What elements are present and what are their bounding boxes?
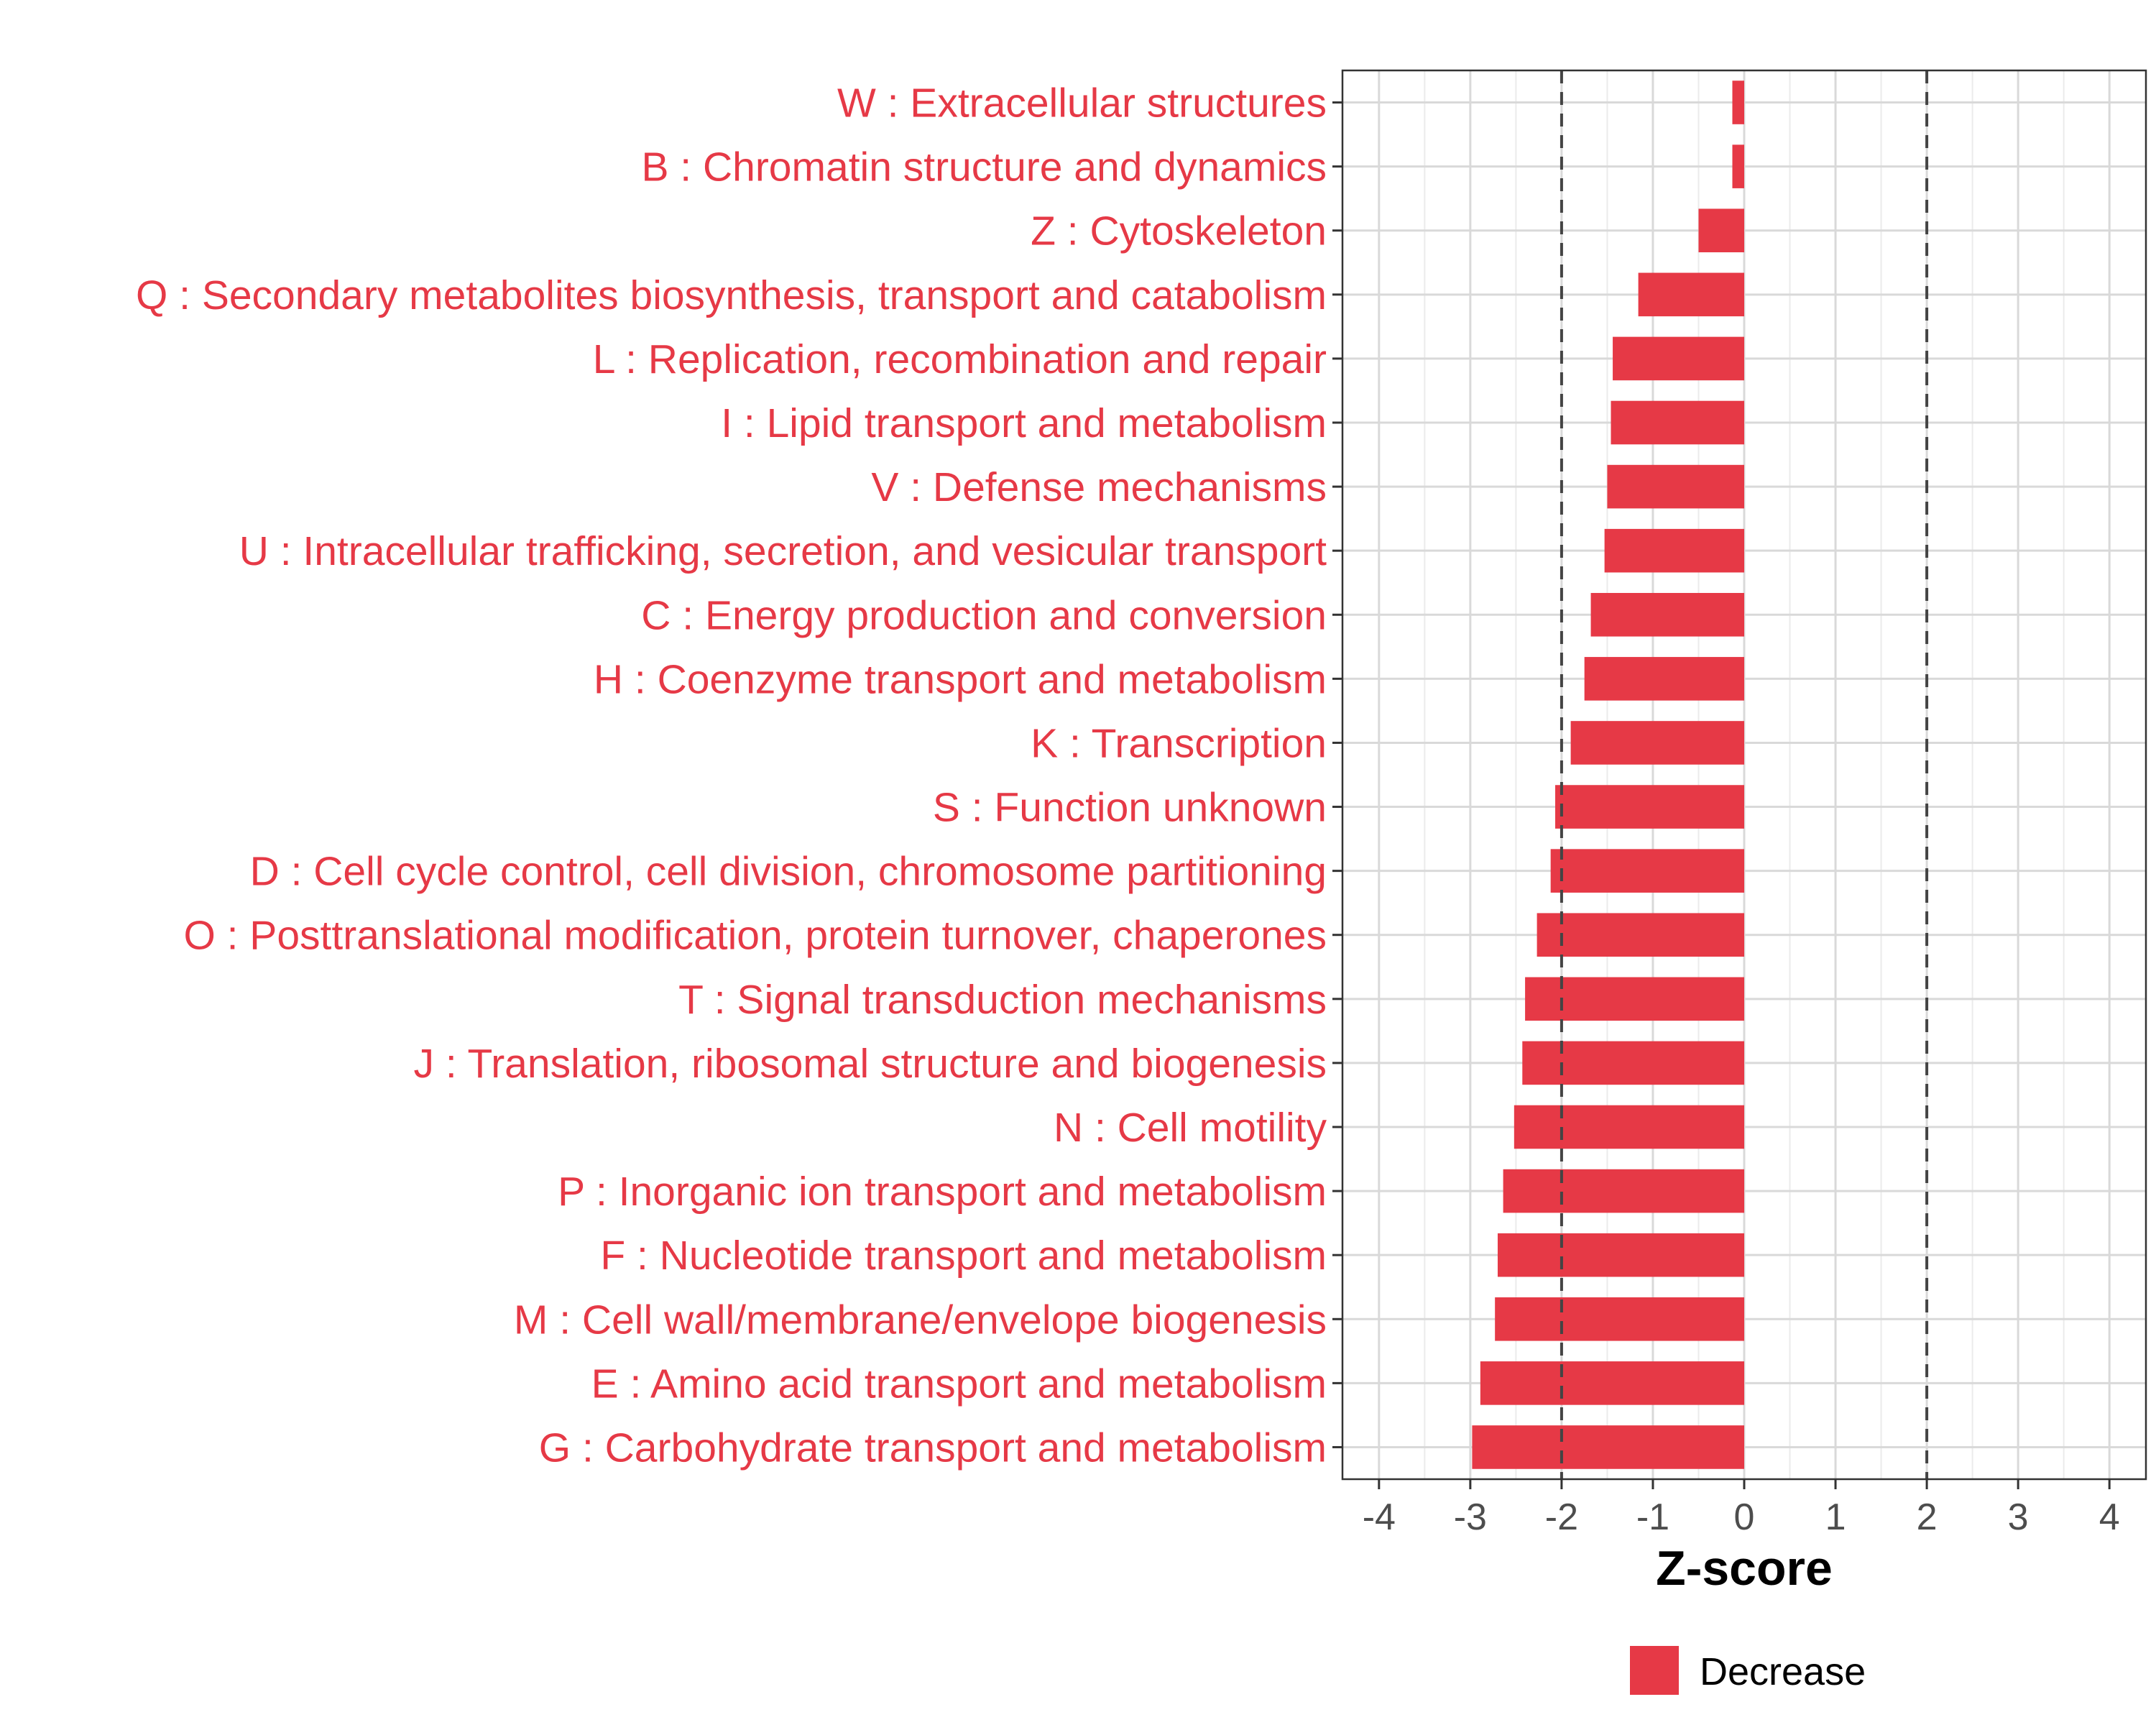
bar [1537, 913, 1744, 957]
x-axis-title: Z-score [1656, 1541, 1833, 1596]
category-label: D : Cell cycle control, cell division, c… [250, 849, 1327, 895]
category-labels: W : Extracellular structures B : Chromati… [136, 80, 1327, 1471]
x-tick-label: -1 [1636, 1496, 1669, 1538]
bar [1607, 464, 1744, 509]
category-label: F : Nucleotide transport and metabolism [600, 1233, 1327, 1279]
bar [1570, 721, 1744, 765]
category-label: H : Coenzyme transport and metabolism [594, 656, 1327, 702]
legend: Decrease [1630, 1646, 1866, 1695]
category-label: B : Chromatin structure and dynamics [641, 144, 1327, 190]
category-label: Q : Secondary metabolites biosynthesis, … [136, 272, 1327, 318]
bar [1613, 336, 1744, 381]
x-tick-label: -2 [1545, 1496, 1578, 1538]
category-label: K : Transcription [1031, 720, 1327, 766]
category-label: P : Inorganic ion transport and metaboli… [558, 1169, 1327, 1215]
category-label: S : Function unknown [933, 785, 1327, 831]
category-label: V : Defense mechanisms [871, 464, 1327, 510]
bar [1522, 1041, 1744, 1085]
x-tick-label: 1 [1825, 1496, 1846, 1538]
category-label: N : Cell motility [1054, 1105, 1327, 1151]
x-tick-label: 0 [1734, 1496, 1755, 1538]
legend-label-decrease: Decrease [1700, 1650, 1866, 1693]
bar [1550, 849, 1744, 893]
x-tick-label: 4 [2099, 1496, 2120, 1538]
bar [1590, 592, 1744, 637]
category-label: W : Extracellular structures [837, 80, 1327, 126]
reference-lines [1560, 70, 1929, 1479]
bars [1472, 80, 1744, 1469]
bar [1480, 1361, 1744, 1405]
bar [1472, 1425, 1744, 1469]
x-tick-label: -3 [1454, 1496, 1487, 1538]
bar [1604, 528, 1744, 573]
category-label: L : Replication, recombination and repai… [593, 336, 1327, 382]
x-tick-label: -4 [1363, 1496, 1396, 1538]
bar [1525, 977, 1744, 1021]
category-label: J : Translation, ribosomal structure and… [414, 1041, 1327, 1087]
bar [1698, 208, 1744, 253]
bar [1495, 1297, 1744, 1341]
bar [1732, 144, 1744, 188]
category-label: G : Carbohydrate transport and metabolis… [539, 1425, 1327, 1471]
category-label: U : Intracellular trafficking, secretion… [239, 528, 1327, 574]
x-tick-label: 3 [2008, 1496, 2029, 1538]
category-label: C : Energy production and conversion [641, 592, 1327, 638]
bar [1497, 1233, 1744, 1277]
bar [1503, 1169, 1744, 1213]
category-label: M : Cell wall/membrane/envelope biogenes… [514, 1297, 1327, 1343]
category-label: Z : Cytoskeleton [1031, 208, 1327, 254]
category-label: T : Signal transduction mechanisms [678, 977, 1327, 1023]
bar [1514, 1105, 1744, 1149]
bar [1611, 400, 1744, 445]
bar [1732, 80, 1744, 124]
x-tick-label: 2 [1917, 1496, 1938, 1538]
bar [1555, 785, 1744, 829]
category-label: E : Amino acid transport and metabolism [591, 1361, 1327, 1407]
bar [1638, 272, 1744, 317]
axes: -4 -3 -2 -1 0 1 2 3 4 [1332, 101, 2120, 1538]
bar [1584, 657, 1744, 701]
category-label: O : Posttranslational modification, prot… [183, 913, 1327, 959]
category-label: I : Lipid transport and metabolism [721, 400, 1327, 446]
legend-swatch-decrease [1630, 1646, 1679, 1695]
